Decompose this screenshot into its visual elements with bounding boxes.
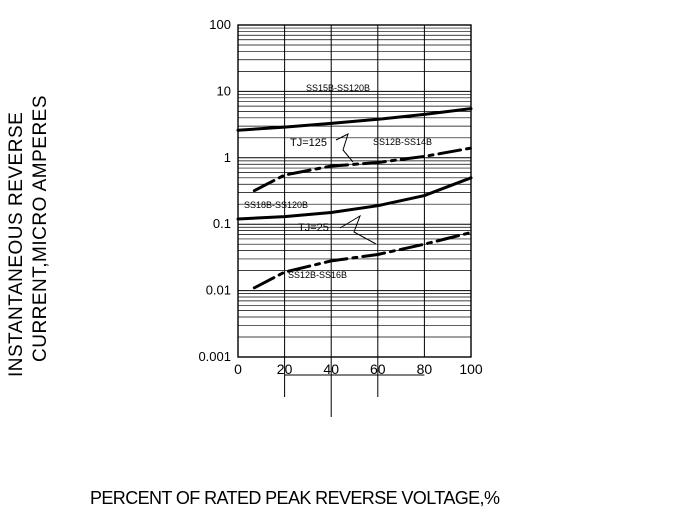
annotation-ss15b-ss120b: SS15B-SS120B [306,83,370,93]
x-tick-label: 80 [417,361,433,377]
plot-frame [237,24,472,358]
y-axis-label-line-2: CURRENT,MICRO AMPERES [30,94,51,362]
series-line-ss12b-ss14b-1 [252,146,473,193]
x-tick-label: 0 [234,361,242,377]
annotation-ss18b-ss120b: SS18B-SS120B [244,200,308,210]
x-tick-label: 100 [459,361,483,377]
x-axis-label: PERCENT OF RATED PEAK REVERSE VOLTAGE,% [90,488,500,508]
x-tick-label: 20 [277,361,293,377]
y-tick-label: 10 [217,83,231,98]
x-tick-label: 40 [323,361,339,377]
y-tick-label: 0.1 [213,216,231,231]
series-line-ss15b-ss120b-0 [236,107,473,132]
leader-tj125 [335,133,354,163]
axes [237,24,472,417]
y-tick-label: 100 [209,17,231,32]
y-tick-label: 0.001 [198,349,231,364]
annotation-ss12b-ss14b: SS12B-SS14B [373,137,432,147]
y-axis-label-line-1: INSTANTANEOUS REVERSE [6,111,27,377]
annotation-tj-125: TJ=125 [290,137,327,149]
x-tick-label: 60 [370,361,386,377]
series-line-ss12b-ss16b-3 [252,230,473,290]
annotations: SS15B-SS120B TJ=125 SS12B-SS14B SS18B-SS… [244,83,432,280]
annotation-tj-25: TJ=25 [298,222,329,234]
leader-tj25 [339,214,377,245]
y-tick-label: 1 [224,150,231,165]
grid-lines [238,24,471,358]
annotation-ss12b-ss16b: SS12B-SS16B [288,270,347,280]
series-line-ss18b-ss120b-2 [236,176,473,221]
series-lines [236,107,473,290]
y-tick-label: 0.01 [206,283,231,298]
